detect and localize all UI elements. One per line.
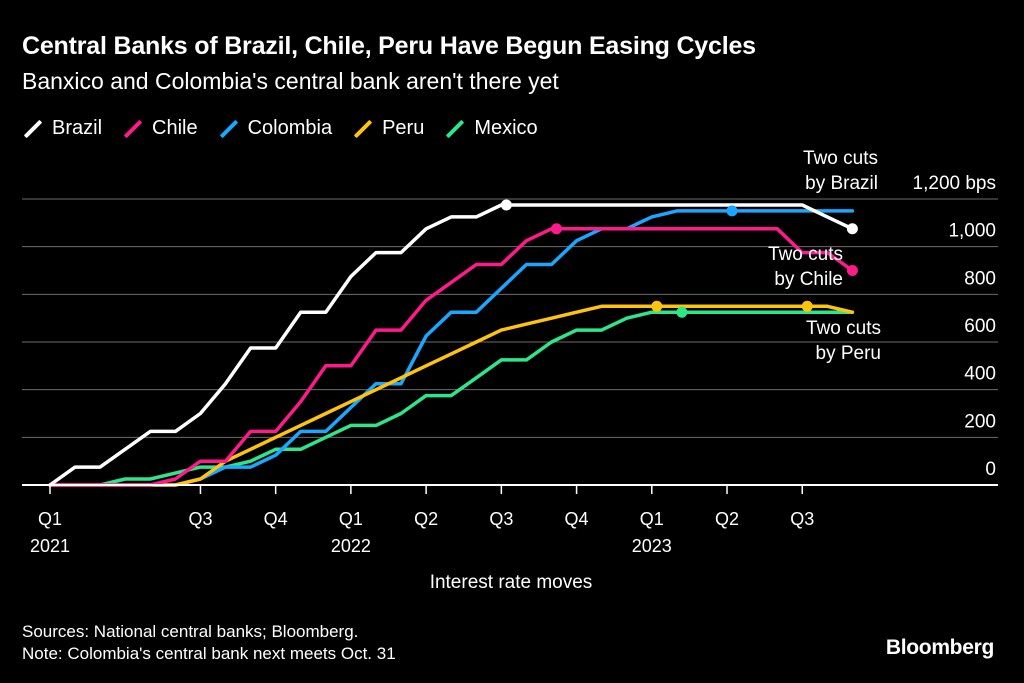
- series-line-peru: [48, 304, 855, 487]
- gridlines: [22, 198, 998, 438]
- legend-item-peru[interactable]: Peru: [352, 117, 424, 140]
- x-tick-label: Q2: [715, 509, 739, 529]
- series-lines: [48, 199, 858, 487]
- bloomberg-logo: Bloomberg: [885, 636, 994, 659]
- legend-label-chile: Chile: [152, 117, 198, 139]
- legend-item-brazil[interactable]: Brazil: [22, 117, 102, 140]
- marker-chile: [846, 265, 858, 276]
- y-tick-label: 600: [964, 316, 996, 337]
- legend: Brazil Chile Colombia Peru Mexico: [22, 117, 558, 140]
- footer-sources: Sources: National central banks; Bloombe…: [22, 622, 359, 641]
- x-tick-label: Q3: [188, 509, 212, 529]
- series-line-chile: [48, 227, 855, 487]
- y-tick-label: 200: [964, 411, 996, 432]
- annotation-chile: Two cuts: [768, 244, 843, 265]
- x-tick-label: Q3: [489, 509, 513, 529]
- marker-peru: [801, 300, 813, 312]
- legend-item-chile[interactable]: Chile: [122, 117, 198, 140]
- marker-colombia: [726, 205, 738, 217]
- annotation-peru: Two cuts: [806, 318, 881, 339]
- x-tick-label: Q3: [790, 509, 814, 529]
- series-line-mexico: [48, 310, 855, 487]
- marker-chile: [551, 223, 563, 235]
- x-tick-label: Q1: [640, 509, 664, 529]
- x-tick-year: 2023: [632, 536, 672, 556]
- x-tick-label: Q1: [38, 509, 62, 529]
- annotations: Two cuts by Brazil Two cuts by Chile Two cut…: [768, 148, 881, 364]
- series-line-colombia: [48, 209, 855, 487]
- y-tick-label: 800: [964, 268, 996, 289]
- annotation-chile: by Chile: [774, 269, 843, 290]
- x-tick-label: Q4: [264, 509, 288, 529]
- legend-label-colombia: Colombia: [247, 117, 333, 139]
- marker-brazil: [846, 223, 858, 235]
- y-tick-label: 1,000: [948, 221, 996, 242]
- legend-label-brazil: Brazil: [52, 117, 103, 139]
- x-tick-label: Q2: [414, 509, 438, 529]
- y-tick-label: 0: [985, 459, 996, 480]
- x-tick-label: Q4: [565, 509, 589, 529]
- annotation-brazil: Two cuts: [803, 148, 878, 169]
- y-tick-label: 1,200 bps: [913, 173, 996, 194]
- annotation-peru: by Peru: [816, 343, 881, 364]
- x-tick-year: 2021: [30, 536, 70, 556]
- x-axis-title: Interest rate moves: [430, 572, 593, 593]
- marker-peru: [651, 300, 663, 312]
- series-line-brazil: [48, 203, 855, 487]
- marker-mexico: [676, 306, 688, 318]
- legend-item-colombia[interactable]: Colombia: [218, 117, 332, 140]
- legend-item-mexico[interactable]: Mexico: [444, 117, 538, 140]
- marker-brazil: [500, 199, 512, 211]
- footer-note: Note: Colombia's central bank next meets…: [22, 644, 396, 663]
- annotation-brazil: by Brazil: [805, 173, 878, 194]
- axes: 0 200 400 600 800 1,000 1,200 bps Q1 2021 Q3 Q4 Q1 2…: [22, 173, 998, 593]
- chart-title: Central Banks of Brazil, Chile, Peru Hav…: [22, 32, 756, 60]
- y-tick-label: 400: [964, 364, 996, 385]
- legend-label-mexico: Mexico: [474, 117, 538, 139]
- legend-label-peru: Peru: [382, 117, 425, 139]
- x-tick-year: 2022: [331, 536, 371, 556]
- x-tick-label: Q1: [339, 509, 363, 529]
- chart-subtitle: Banxico and Colombia's central bank aren…: [22, 68, 559, 94]
